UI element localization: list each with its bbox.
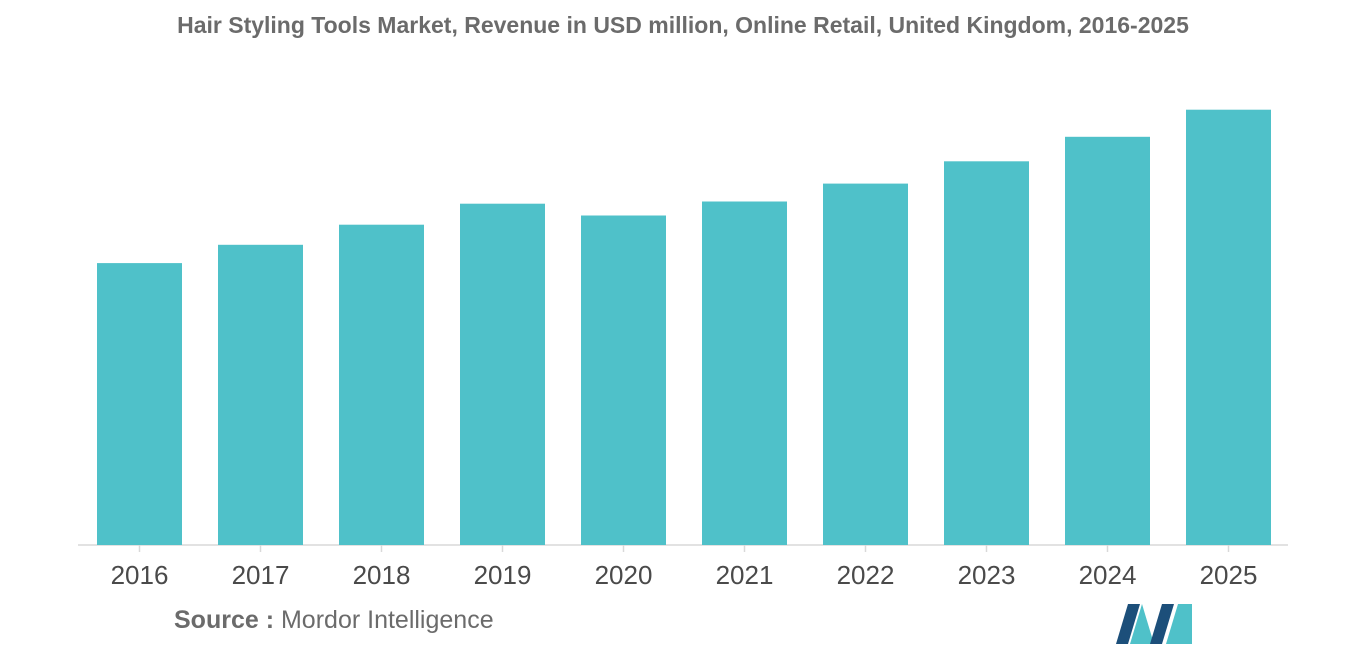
- x-ticks-group: [138, 545, 1230, 552]
- x-tick-label-2024: 2024: [1079, 560, 1137, 590]
- bar-2023: [944, 161, 1029, 546]
- x-tick-label-2023: 2023: [958, 560, 1016, 590]
- bar-2018: [339, 224, 424, 545]
- bar-2022: [823, 183, 908, 545]
- bar-2020: [581, 215, 666, 545]
- x-tick-label-2021: 2021: [716, 560, 774, 590]
- bar-2025: [1186, 109, 1271, 545]
- x-tick-label-2022: 2022: [837, 560, 895, 590]
- x-tick-label-2020: 2020: [595, 560, 653, 590]
- x-tick-label-2018: 2018: [353, 560, 411, 590]
- mordor-logo-icon: [1116, 604, 1192, 644]
- bar-2017: [218, 244, 303, 546]
- bar-2019: [460, 203, 545, 545]
- source-value: Mordor Intelligence: [280, 606, 494, 634]
- x-tick-label-2017: 2017: [232, 560, 290, 590]
- bar-2016: [97, 263, 182, 545]
- bars-group: [97, 109, 1271, 546]
- bar-2021: [702, 201, 787, 545]
- source-label: Source :: [174, 606, 275, 634]
- bar-2024: [1065, 136, 1150, 546]
- x-tick-label-2016: 2016: [111, 560, 169, 590]
- chart-title: Hair Styling Tools Market, Revenue in US…: [177, 12, 1189, 38]
- x-tick-labels-group: 2016 2017 2018 2019 2020 2021 2022 2023 2024 2025: [111, 560, 1258, 590]
- x-tick-label-2025: 2025: [1200, 560, 1258, 590]
- x-tick-label-2019: 2019: [474, 560, 532, 590]
- source-note: Source : Mordor Intelligence: [174, 606, 494, 635]
